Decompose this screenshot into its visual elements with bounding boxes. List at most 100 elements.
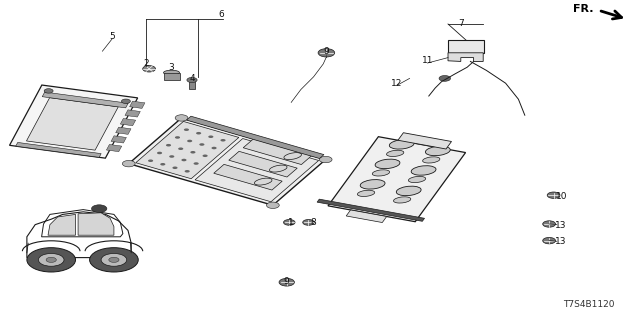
Polygon shape [116,127,131,134]
Circle shape [38,253,64,266]
Polygon shape [243,139,312,164]
Circle shape [266,202,279,208]
Polygon shape [111,136,126,143]
Circle shape [202,155,207,157]
Polygon shape [328,137,465,222]
Circle shape [172,166,177,169]
Polygon shape [10,85,138,158]
Circle shape [101,253,127,266]
Polygon shape [136,121,239,179]
Circle shape [90,248,138,272]
Polygon shape [42,92,128,108]
FancyBboxPatch shape [448,40,484,53]
Text: 5: 5 [109,32,115,41]
Bar [164,73,180,80]
Ellipse shape [411,166,436,175]
Polygon shape [16,142,101,157]
Polygon shape [48,214,76,235]
Polygon shape [448,53,483,61]
Text: 3: 3 [169,63,174,72]
Text: 9: 9 [324,47,329,56]
Text: 6: 6 [218,10,223,19]
Text: FR.: FR. [573,4,594,14]
Circle shape [284,220,295,225]
Ellipse shape [387,150,404,156]
Circle shape [543,237,556,244]
Polygon shape [398,133,451,149]
Circle shape [181,159,186,161]
Polygon shape [106,144,122,152]
Text: 8: 8 [311,218,316,227]
Text: 9: 9 [284,277,289,286]
Text: 11: 11 [422,56,433,65]
Circle shape [187,140,192,142]
Polygon shape [129,118,326,205]
Circle shape [184,128,189,131]
Circle shape [184,170,189,172]
Circle shape [122,99,131,103]
Circle shape [160,163,165,165]
Circle shape [318,49,335,57]
Text: 4: 4 [189,74,195,83]
Polygon shape [346,210,387,222]
Circle shape [166,144,171,147]
Circle shape [196,132,201,134]
Polygon shape [229,151,297,177]
Circle shape [303,220,314,225]
Circle shape [169,155,174,158]
Polygon shape [129,101,145,108]
Ellipse shape [408,176,426,183]
Polygon shape [195,139,319,202]
Circle shape [547,192,560,198]
Circle shape [92,205,107,212]
Ellipse shape [422,157,440,163]
Circle shape [319,156,332,163]
Circle shape [178,148,183,150]
Circle shape [109,257,119,262]
Ellipse shape [357,190,374,196]
Circle shape [208,135,213,138]
Ellipse shape [426,146,450,156]
Circle shape [279,278,294,286]
Text: T7S4B1120: T7S4B1120 [563,300,614,309]
Circle shape [175,115,188,121]
Circle shape [175,136,180,139]
Polygon shape [26,98,118,150]
Text: 1: 1 [289,218,294,227]
Polygon shape [186,116,324,158]
Text: 13: 13 [555,221,566,230]
Ellipse shape [389,140,414,149]
Circle shape [193,162,198,165]
Circle shape [190,151,195,154]
Circle shape [220,139,225,141]
Ellipse shape [375,159,400,169]
Circle shape [211,147,216,149]
Ellipse shape [396,186,421,196]
Circle shape [143,66,156,72]
Circle shape [44,89,53,93]
Ellipse shape [360,180,385,189]
Text: 12: 12 [391,79,403,88]
Ellipse shape [394,197,411,203]
Ellipse shape [164,70,179,75]
Text: 10: 10 [556,192,568,201]
Text: 13: 13 [555,237,566,246]
Bar [189,80,195,89]
Circle shape [439,76,451,81]
Circle shape [122,160,135,167]
Circle shape [543,221,556,227]
Text: 2: 2 [143,60,148,68]
Polygon shape [125,110,140,117]
Circle shape [27,248,76,272]
Circle shape [157,152,162,154]
Polygon shape [214,164,282,190]
Polygon shape [317,199,424,221]
Circle shape [199,143,204,146]
Circle shape [46,257,56,262]
Text: 7: 7 [458,20,463,28]
Polygon shape [78,213,114,235]
Circle shape [187,77,197,83]
Ellipse shape [372,170,390,176]
Polygon shape [120,118,136,126]
Circle shape [148,159,153,162]
